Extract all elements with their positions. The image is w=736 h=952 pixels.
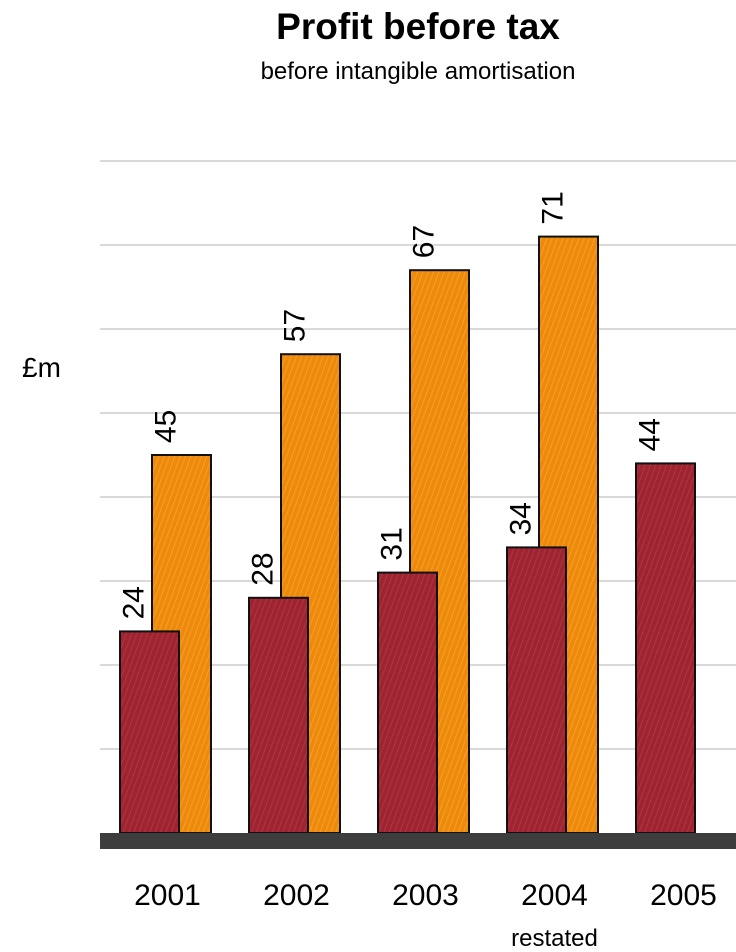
data-label: 31 (375, 527, 408, 560)
bar (377, 571, 438, 834)
data-label: 34 (504, 502, 537, 535)
data-label: 44 (633, 418, 666, 451)
data-label: 28 (246, 552, 279, 585)
x-tick-label: 2004 (521, 879, 588, 912)
x-tick-label: 2002 (263, 879, 330, 912)
labels: 45 57 67 71 24 28 31 34 44 2001 2002 2003 2004 restat… (117, 191, 716, 952)
bar (635, 462, 696, 834)
bars (119, 235, 696, 835)
data-label: 67 (407, 225, 440, 258)
x-tick-label: 2001 (134, 879, 201, 912)
x-tick-label: 2003 (392, 879, 459, 912)
data-label: 71 (536, 191, 569, 224)
chart-subtitle: before intangible amortisation (260, 58, 576, 85)
data-label: 57 (278, 309, 311, 342)
bar (506, 546, 567, 835)
data-label: 45 (149, 410, 182, 443)
data-label: 24 (117, 586, 150, 619)
bar (248, 596, 309, 834)
bar (119, 630, 180, 835)
bar (280, 353, 341, 834)
y-axis-label: £m (22, 352, 61, 383)
x-axis-base (100, 833, 736, 849)
x-tick-sublabel: restated (511, 925, 598, 952)
chart-title: Profit before tax (276, 6, 560, 47)
x-tick-label: 2005 (650, 879, 717, 912)
